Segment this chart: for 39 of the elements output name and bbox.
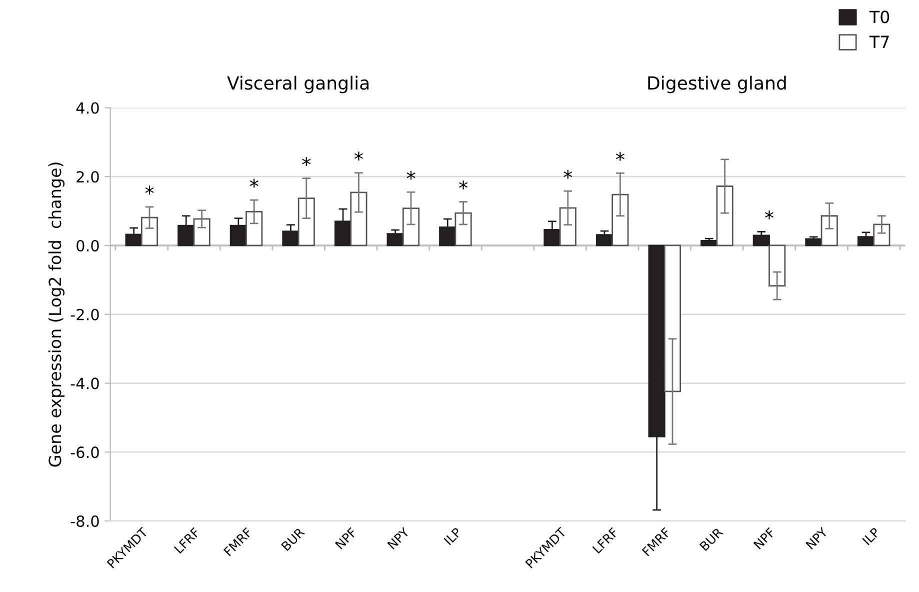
bar xyxy=(873,224,890,246)
data-label: * xyxy=(250,178,258,188)
data-label: * xyxy=(459,180,468,190)
bar xyxy=(716,186,734,246)
y-tick-label: 2.0 xyxy=(76,171,99,183)
bar xyxy=(140,216,158,246)
y-tick-label: -2.0 xyxy=(70,308,99,320)
legend-label: T7 xyxy=(869,36,889,48)
bar xyxy=(193,218,210,246)
text: Digestive gland xyxy=(648,76,786,94)
bar xyxy=(768,244,786,286)
data-label: * xyxy=(564,170,572,179)
y-tick-label: -8.0 xyxy=(70,515,99,527)
y-tick-label: -4.0 xyxy=(70,378,99,390)
bar xyxy=(454,212,472,246)
legend-label: T0 xyxy=(869,10,890,24)
bar xyxy=(350,192,368,246)
data-label: * xyxy=(145,186,154,195)
y-tick-label: 0.0 xyxy=(76,240,99,252)
bar xyxy=(805,238,822,246)
y-axis-title: Gene expression (Log2 fold change) xyxy=(48,162,64,467)
bar xyxy=(402,208,420,246)
x-tick-label: ILP xyxy=(444,527,462,546)
bar xyxy=(612,194,629,246)
bar xyxy=(820,215,838,246)
x-tick-label: ILP xyxy=(862,527,880,546)
bar xyxy=(298,198,315,246)
bar xyxy=(664,244,682,392)
data-label: * xyxy=(764,210,774,220)
bar xyxy=(559,207,576,246)
y-tick-label: -6.0 xyxy=(70,446,99,458)
bar xyxy=(752,234,770,246)
data-label: * xyxy=(616,152,624,161)
y-tick-label: 4.0 xyxy=(76,102,99,114)
data-label: * xyxy=(354,152,363,160)
data-label: * xyxy=(302,157,311,166)
text: Visceral ganglia xyxy=(227,76,368,94)
data-label: * xyxy=(406,170,416,180)
bar xyxy=(246,211,263,246)
